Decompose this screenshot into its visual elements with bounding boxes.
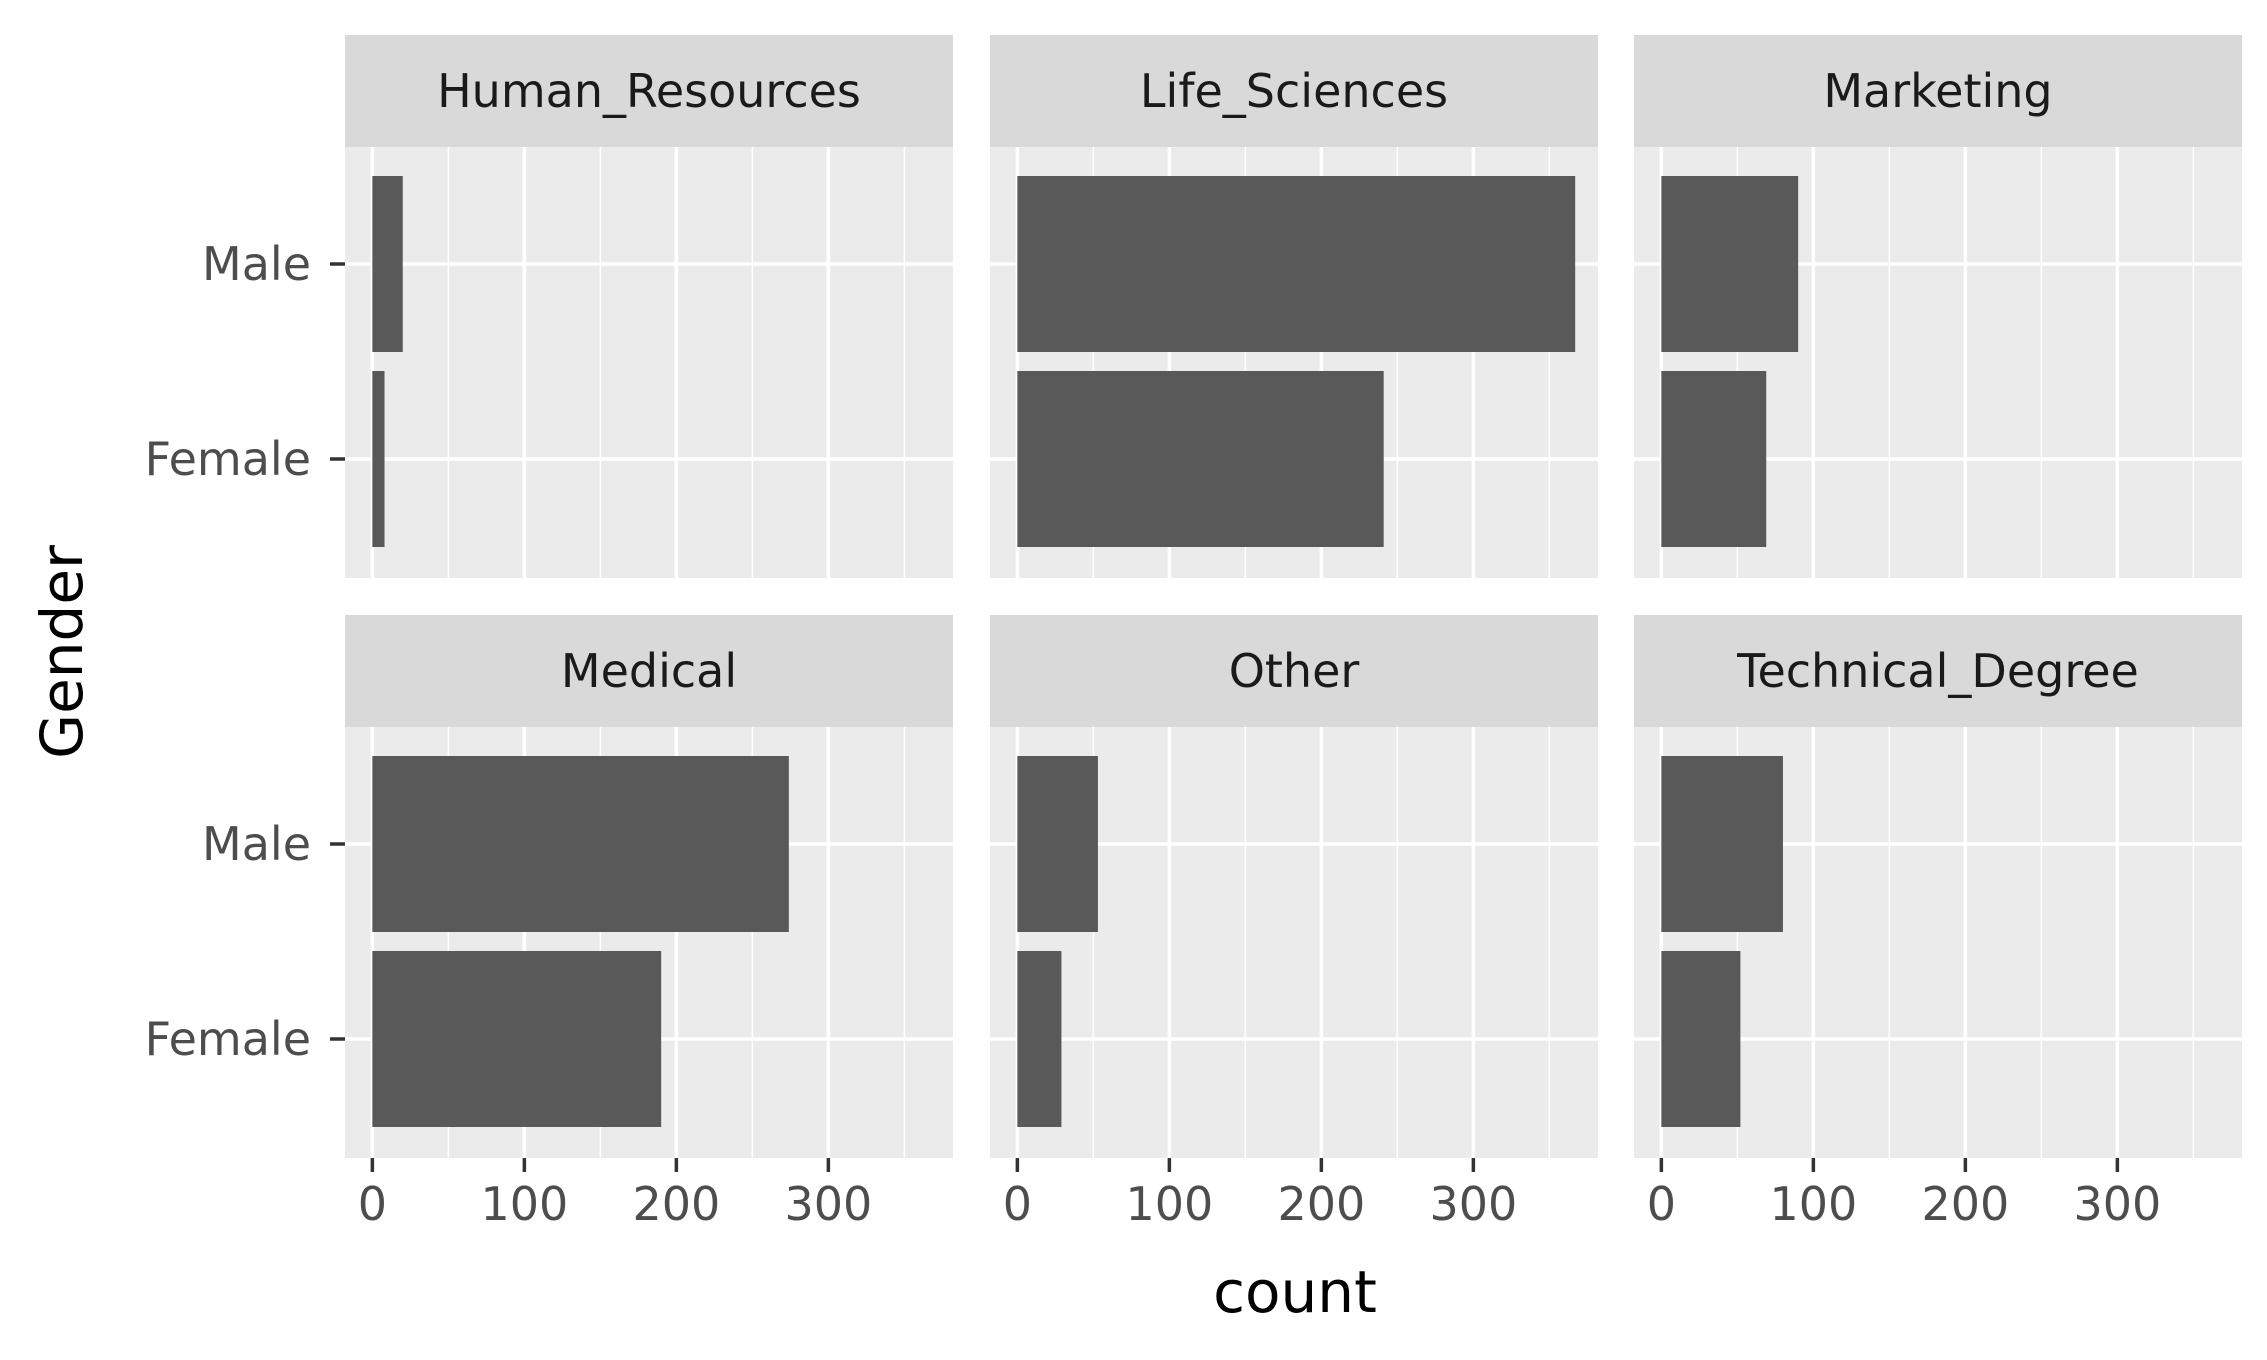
bar-technical-degree-male [1661,756,1783,932]
facet-title: Human_Resources [437,64,861,118]
facet-title: Medical [561,644,737,698]
facet-strip [1634,35,2242,147]
facet-marketing: Marketing [1634,35,2242,578]
x-tick-label: 300 [784,1177,872,1231]
x-tick-label: 100 [1125,1177,1213,1231]
facet-title: Technical_Degree [1736,644,2139,698]
bar-marketing-male [1661,176,1799,352]
facet-title: Marketing [1823,64,2052,118]
y-tick-label: Female [145,432,311,486]
bar-human-resources-male [372,176,403,352]
x-tick-label: 200 [632,1177,720,1231]
facet-human-resources: Human_Resources [345,35,953,578]
bar-other-female [1017,951,1062,1127]
x-tick-label: 0 [358,1177,387,1231]
facet-life-sciences: Life_Sciences [990,35,1598,578]
y-axis-title: Gender [28,545,96,759]
bar-other-male [1017,756,1098,932]
y-axes: Male Female Male Female [145,237,345,1066]
bar-technical-degree-female [1661,951,1741,1127]
y-tick-label: Male [202,237,311,291]
facet-medical: Medical [345,615,953,1158]
x-tick-label: 0 [1003,1177,1032,1231]
facet-strip [345,35,953,147]
x-tick-label: 200 [1921,1177,2009,1231]
bar-medical-female [372,951,662,1127]
x-tick-label: 300 [1429,1177,1517,1231]
x-tick-label: 100 [1769,1177,1857,1231]
facet-strip [990,615,1598,727]
x-tick-label: 0 [1647,1177,1676,1231]
x-axes: 0 100 200 300 0 100 200 300 0 100 200 300 [358,1158,2161,1231]
bar-marketing-female [1661,371,1767,547]
y-tick-label: Female [145,1012,311,1066]
facet-other: Other [990,615,1598,1158]
x-axis-title: count [1213,1258,1377,1326]
bar-life-sciences-male [1017,176,1576,352]
x-tick-label: 300 [2073,1177,2161,1231]
facet-strip [1634,615,2242,727]
y-tick-label: Male [202,817,311,871]
facet-title: Life_Sciences [1140,64,1448,118]
facet-title: Other [1229,644,1360,698]
facet-technical-degree: Technical_Degree [1634,615,2242,1158]
x-tick-label: 100 [480,1177,568,1231]
facet-strip [345,615,953,727]
x-tick-label: 200 [1277,1177,1365,1231]
bar-life-sciences-female [1017,371,1384,547]
bar-medical-male [372,756,789,932]
facet-panels: Human_Resources Life_Sciences Marketing Med… [345,35,2242,1158]
panel-background [345,147,953,578]
bar-human-resources-female [372,371,385,547]
facet-strip [990,35,1598,147]
